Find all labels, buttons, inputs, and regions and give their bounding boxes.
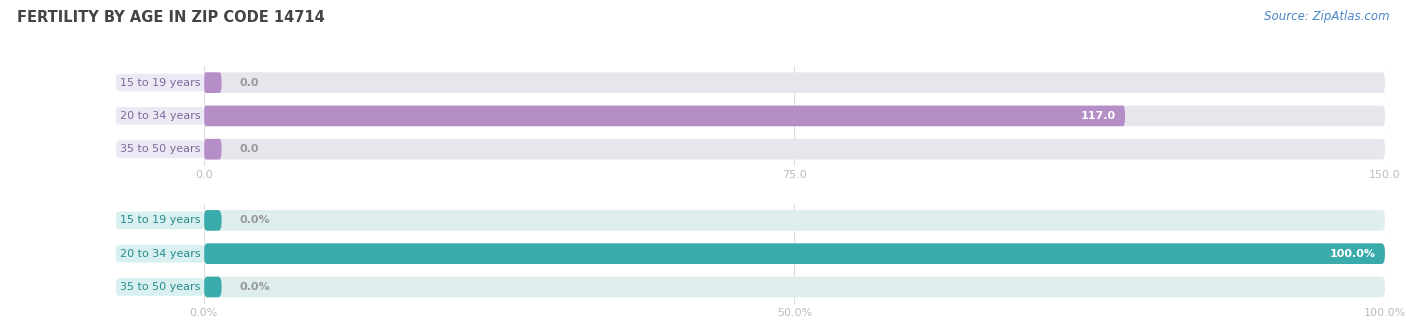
FancyBboxPatch shape bbox=[204, 72, 1385, 93]
Text: 15 to 19 years: 15 to 19 years bbox=[120, 215, 200, 225]
FancyBboxPatch shape bbox=[204, 243, 1385, 264]
FancyBboxPatch shape bbox=[204, 106, 1125, 126]
Text: 100.0%: 100.0% bbox=[1330, 249, 1375, 259]
Text: 15 to 19 years: 15 to 19 years bbox=[120, 78, 200, 88]
Text: 117.0: 117.0 bbox=[1080, 111, 1115, 121]
Text: 20 to 34 years: 20 to 34 years bbox=[120, 249, 200, 259]
FancyBboxPatch shape bbox=[204, 139, 1385, 159]
FancyBboxPatch shape bbox=[204, 243, 1385, 264]
FancyBboxPatch shape bbox=[204, 139, 222, 159]
FancyBboxPatch shape bbox=[204, 277, 1385, 297]
Text: 35 to 50 years: 35 to 50 years bbox=[120, 144, 200, 154]
FancyBboxPatch shape bbox=[204, 210, 222, 231]
Text: 0.0: 0.0 bbox=[239, 144, 259, 154]
Text: 20 to 34 years: 20 to 34 years bbox=[120, 111, 200, 121]
Text: 0.0: 0.0 bbox=[239, 78, 259, 88]
Text: 35 to 50 years: 35 to 50 years bbox=[120, 282, 200, 292]
FancyBboxPatch shape bbox=[204, 210, 1385, 231]
FancyBboxPatch shape bbox=[204, 277, 222, 297]
Text: FERTILITY BY AGE IN ZIP CODE 14714: FERTILITY BY AGE IN ZIP CODE 14714 bbox=[17, 10, 325, 25]
FancyBboxPatch shape bbox=[204, 72, 222, 93]
FancyBboxPatch shape bbox=[204, 106, 1385, 126]
Text: Source: ZipAtlas.com: Source: ZipAtlas.com bbox=[1264, 10, 1389, 23]
Text: 0.0%: 0.0% bbox=[239, 215, 270, 225]
Text: 0.0%: 0.0% bbox=[239, 282, 270, 292]
